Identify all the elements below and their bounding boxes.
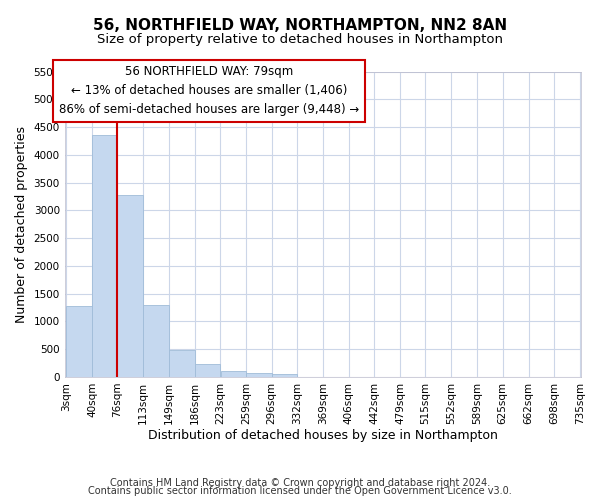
Text: Contains public sector information licensed under the Open Government Licence v3: Contains public sector information licen… [88, 486, 512, 496]
Bar [272, 374, 297, 377]
Bar [194, 364, 220, 377]
Bar [92, 136, 117, 377]
Text: Size of property relative to detached houses in Northampton: Size of property relative to detached ho… [97, 32, 503, 46]
Text: 56 NORTHFIELD WAY: 79sqm
← 13% of detached houses are smaller (1,406)
86% of sem: 56 NORTHFIELD WAY: 79sqm ← 13% of detach… [59, 66, 359, 116]
Bar [169, 350, 194, 377]
Bar [246, 374, 272, 377]
Text: Contains HM Land Registry data © Crown copyright and database right 2024.: Contains HM Land Registry data © Crown c… [110, 478, 490, 488]
Bar [221, 372, 246, 377]
Text: 56, NORTHFIELD WAY, NORTHAMPTON, NN2 8AN: 56, NORTHFIELD WAY, NORTHAMPTON, NN2 8AN [93, 18, 507, 32]
Bar [118, 195, 143, 377]
Y-axis label: Number of detached properties: Number of detached properties [15, 126, 28, 322]
Bar [143, 306, 169, 377]
X-axis label: Distribution of detached houses by size in Northampton: Distribution of detached houses by size … [148, 430, 498, 442]
Bar [66, 306, 92, 377]
